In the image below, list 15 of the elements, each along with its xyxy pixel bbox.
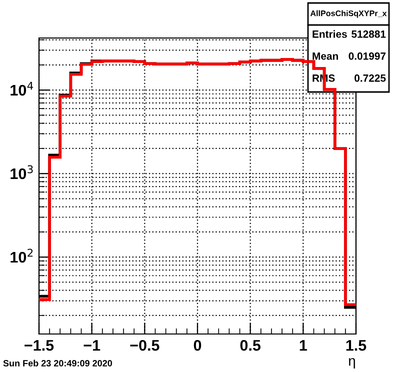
x-tick-label: 0.5 — [240, 340, 261, 351]
x-tick-label: 1 — [300, 340, 307, 351]
x-tick-label: −1 — [84, 340, 100, 351]
x-axis-title: η — [348, 358, 355, 368]
x-tick-label: −0.5 — [130, 340, 160, 351]
text: AllPosChiSqXYPr_x — [310, 10, 387, 18]
y-tick-label: 10$^{2}$ — [10, 248, 33, 263]
x-tick-label: 0 — [194, 340, 202, 351]
annotation: Mean 0.01997 — [312, 52, 386, 60]
x-tick-label: −1.5 — [24, 340, 54, 351]
text: Sun Feb 23 20:49:09 2020 — [3, 360, 112, 366]
x-tick-label: 1.5 — [346, 340, 366, 351]
y-tick-label: 10$^{4}$ — [10, 82, 34, 96]
y-tick-label: 10$^{3}$ — [10, 165, 33, 180]
text: Entries 512881 — [312, 30, 386, 38]
